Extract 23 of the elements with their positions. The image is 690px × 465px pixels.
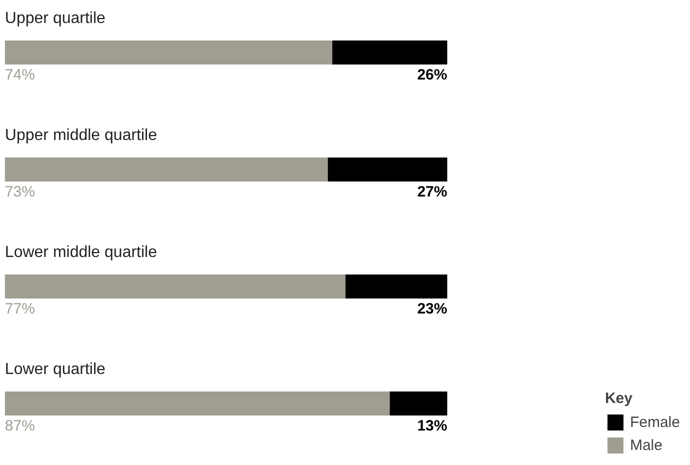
data-label: 27% — [417, 184, 448, 200]
bar — [4, 158, 328, 182]
y-tick-label: Upper middle quartile — [4, 127, 158, 144]
y-tick-label: Upper quartile — [4, 10, 106, 27]
data-label: 74% — [4, 66, 35, 84]
bar — [4, 392, 390, 416]
y-tick-label: Lower middle quartile — [4, 244, 158, 261]
bar — [346, 274, 448, 298]
data-label: 73% — [4, 184, 35, 200]
bar — [328, 158, 448, 182]
bar — [4, 40, 332, 64]
legend-title: Key — [604, 390, 634, 407]
legend-label: Female — [630, 414, 680, 430]
data-label: 13% — [417, 418, 448, 434]
y-tick-label: Lower quartile — [4, 361, 106, 378]
data-label: 77% — [4, 300, 35, 318]
data-label: 23% — [417, 300, 448, 318]
bar — [390, 392, 448, 416]
bar — [4, 274, 346, 298]
data-label: 87% — [4, 418, 35, 434]
legend-label: Male — [630, 436, 662, 454]
data-label: 26% — [417, 66, 448, 84]
bar — [332, 40, 448, 64]
